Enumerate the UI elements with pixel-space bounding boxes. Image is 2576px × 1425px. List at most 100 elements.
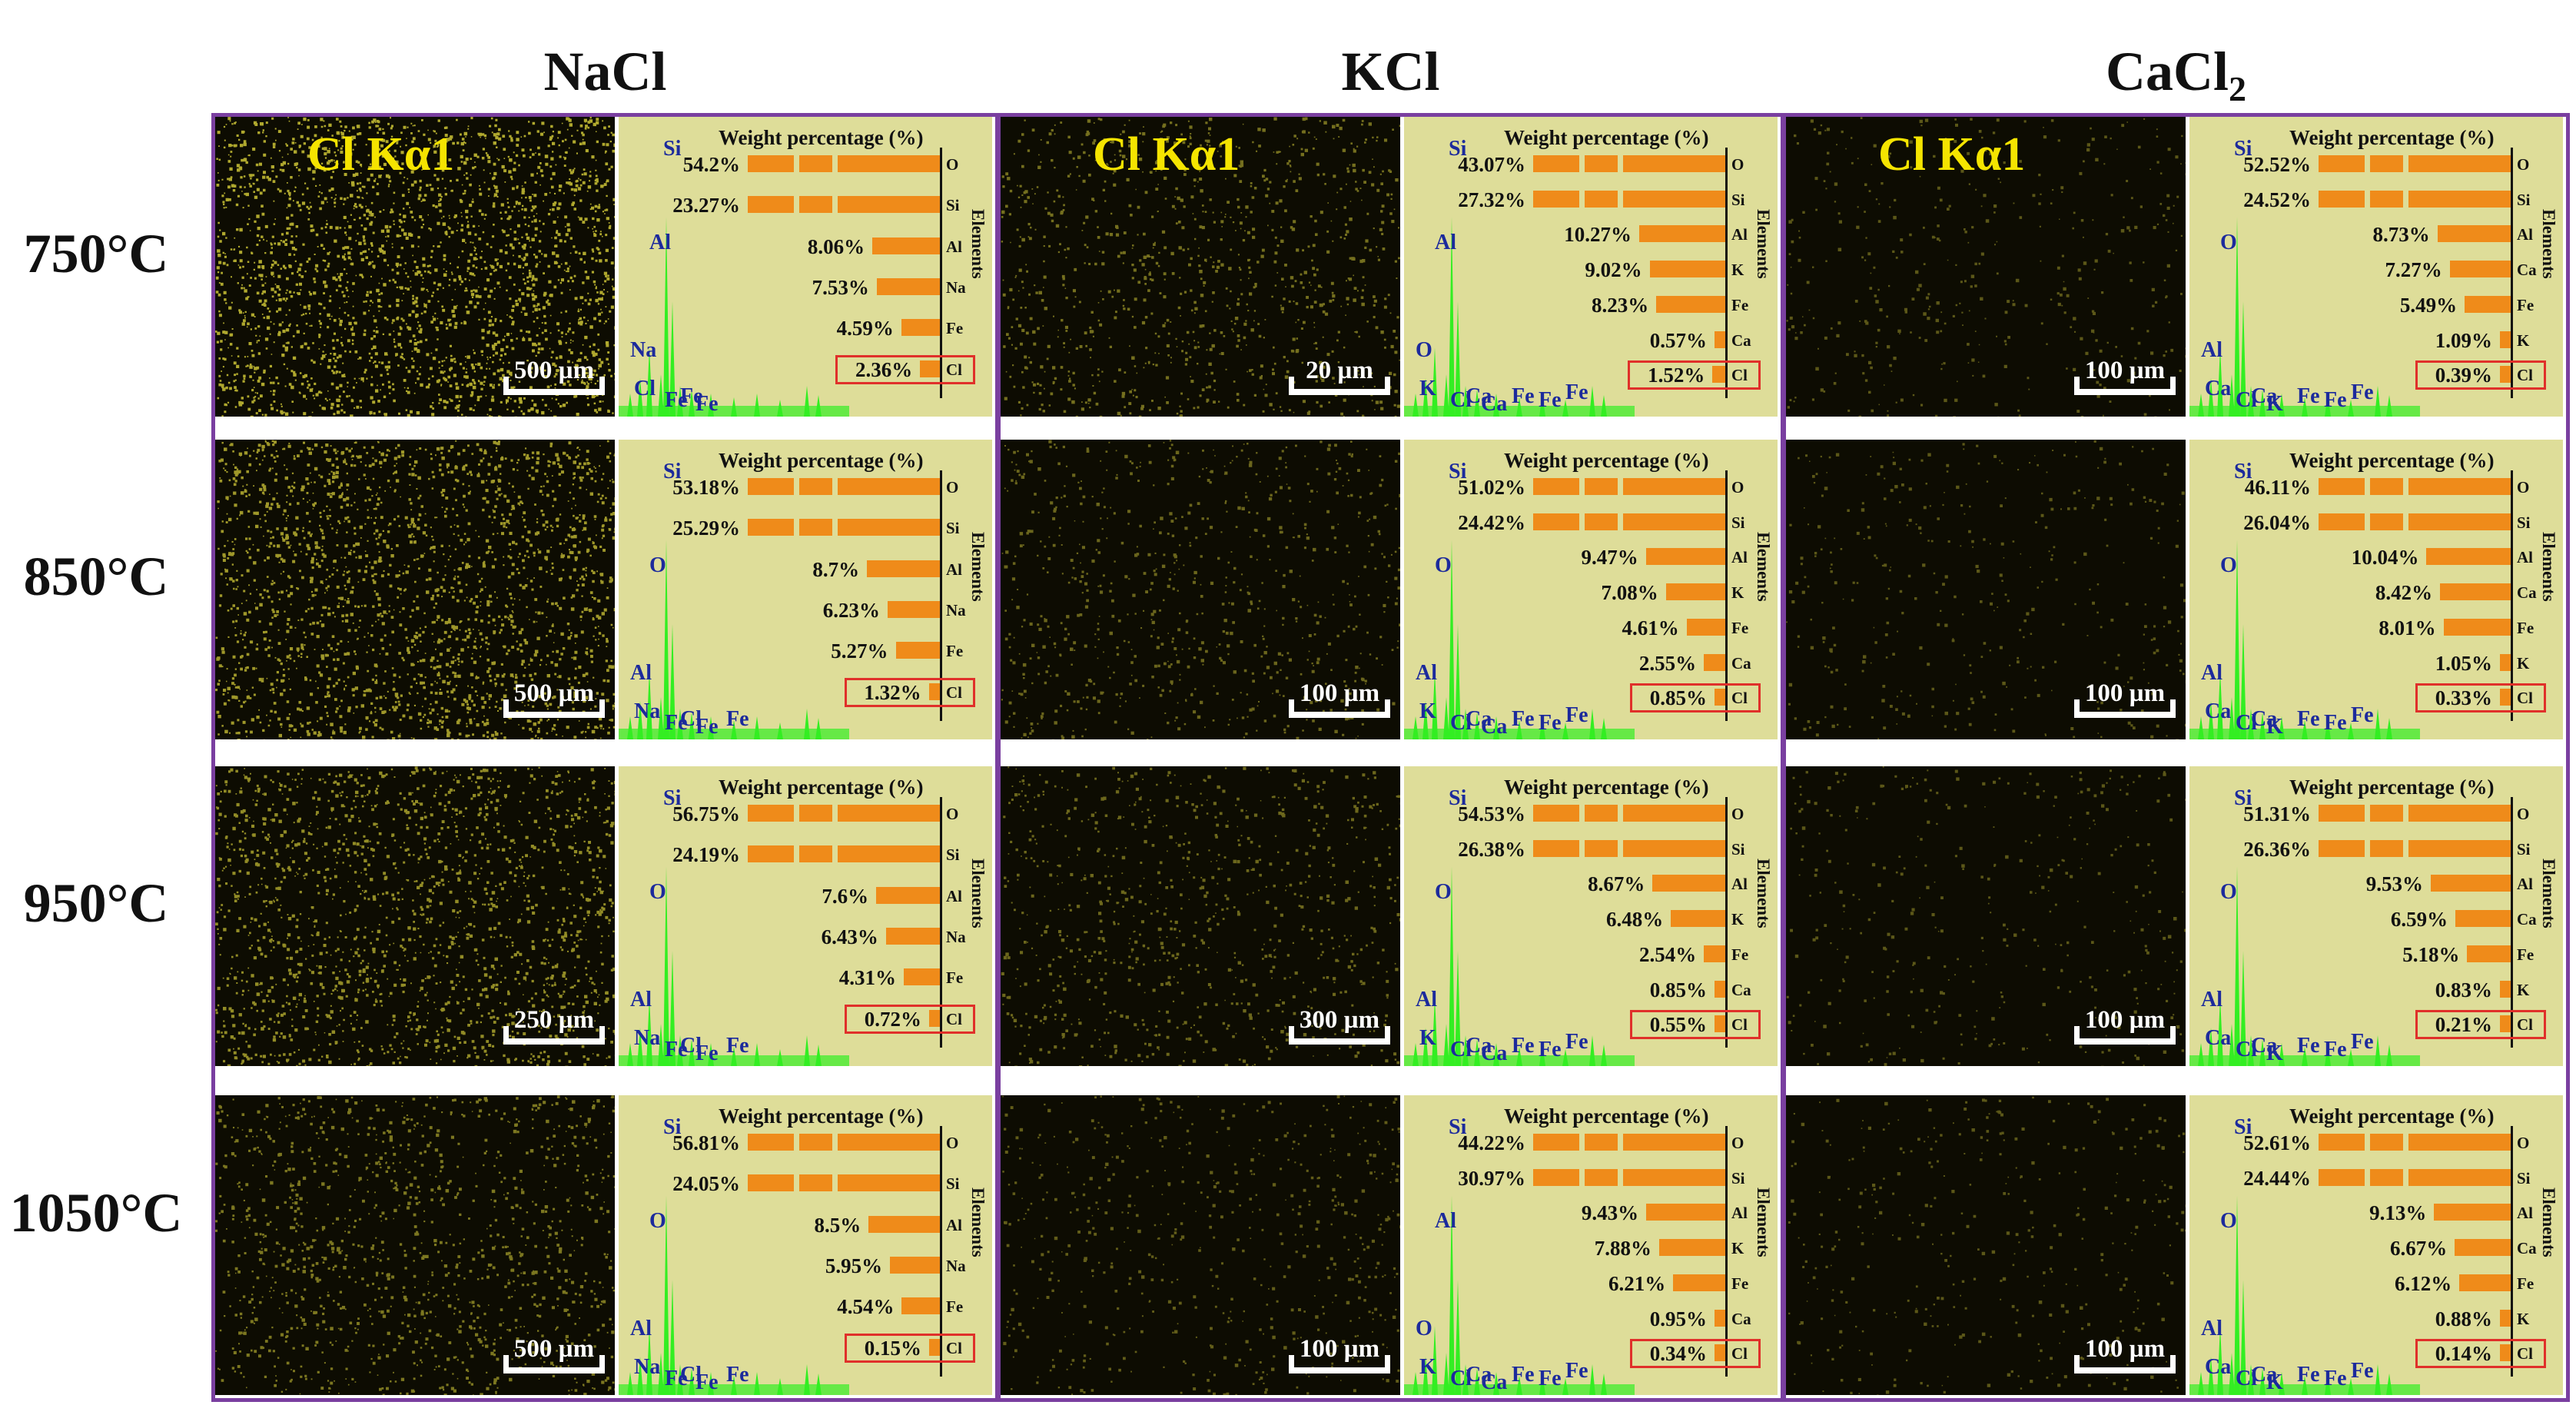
- weight-bar: [2437, 225, 2511, 243]
- peak-label: Si: [2234, 460, 2252, 483]
- peak-label: Si: [2234, 786, 2252, 810]
- axis-break: [1579, 1132, 1585, 1152]
- weight-row: 4.31%: [839, 966, 940, 989]
- eds-panel: Si O Al Na Cl Fe Fe Fe Weight percentage (%) 56.7…: [619, 766, 992, 1066]
- weight-row: 27.32%: [1458, 188, 1725, 211]
- axis-break: [2365, 154, 2370, 174]
- weight-value: 24.05%: [672, 1172, 740, 1196]
- peak-label: Si: [1449, 137, 1467, 161]
- weight-value: 9.13%: [2369, 1201, 2427, 1225]
- axis-break: [2403, 803, 2408, 823]
- weight-row: 9.02%: [1585, 258, 1725, 281]
- peak-label: O: [1416, 1317, 1432, 1340]
- weight-row: 26.04%: [2243, 511, 2511, 534]
- weight-value: 0.85%: [1649, 686, 1707, 710]
- weight-row: 6.67%: [2390, 1237, 2511, 1260]
- element-label: Al: [2517, 548, 2533, 567]
- peak-label: Fe: [665, 711, 688, 735]
- weight-bar: [1715, 980, 1725, 998]
- weight-row: 8.01%: [2378, 616, 2511, 639]
- weight-value: 0.21%: [2435, 1013, 2492, 1037]
- weight-row: 7.6%: [822, 885, 940, 908]
- axis-break: [2365, 188, 2370, 209]
- panel-row3-col0: 500 µm Si O Al Na Cl Fe Fe Fe Weight percentage (…: [215, 1095, 995, 1395]
- element-label: Al: [1731, 875, 1748, 894]
- weight-bar: [1533, 839, 1725, 857]
- axis-break: [1579, 803, 1585, 823]
- weight-bar: [1649, 261, 1725, 278]
- weight-bar: [2440, 583, 2511, 601]
- weight-row: 43.07%: [1458, 153, 1725, 176]
- weight-bar: [903, 968, 940, 986]
- scale-text: 20 µm: [1306, 357, 1373, 384]
- peak-label: Si: [1449, 1115, 1467, 1139]
- peak-label: O: [2220, 1209, 2237, 1233]
- peak-label: Si: [663, 137, 682, 161]
- weight-bar: [1715, 1344, 1725, 1362]
- eds-panel: Si O Al K Ca Cl Ca Fe Fe Fe Weight percentage (%) 5…: [1404, 440, 1778, 739]
- weight-value: 0.55%: [1649, 1013, 1707, 1037]
- weight-value: 0.14%: [2435, 1342, 2492, 1366]
- weight-row: 26.38%: [1458, 838, 1725, 861]
- element-map: 500 µm: [215, 1095, 615, 1395]
- eds-spectrum: [1404, 866, 1635, 1066]
- weight-row: 54.2%: [683, 153, 940, 176]
- axis-break: [2403, 477, 2408, 497]
- element-label: Na: [946, 928, 966, 946]
- element-label: O: [2517, 155, 2530, 174]
- axis-break: [832, 1132, 838, 1152]
- eds-spectrum: [619, 866, 849, 1066]
- weight-bar: [2443, 618, 2511, 636]
- weight-row: 1.05%: [2435, 652, 2511, 675]
- scale-line: [2074, 1355, 2176, 1374]
- weight-value: 0.85%: [1649, 978, 1707, 1001]
- weight-value: 6.48%: [1606, 908, 1664, 932]
- eds-panel: Si Al O K Ca Cl Ca Fe Fe Fe Weight percentage (%) 4…: [1404, 1095, 1778, 1395]
- peak-label: Ca: [1466, 707, 1492, 731]
- weight-row: 1.09%: [2435, 329, 2511, 352]
- peak-label: Si: [663, 1115, 682, 1139]
- weight-value: 8.67%: [1588, 872, 1645, 896]
- axis-break: [1618, 803, 1623, 823]
- peak-label: Fe: [2297, 1034, 2320, 1058]
- weight-value: 6.43%: [821, 925, 878, 948]
- row-header-2: 950°C: [23, 872, 169, 934]
- weight-value: 52.61%: [2243, 1131, 2311, 1154]
- weight-bar: [876, 886, 940, 904]
- weight-bar: [901, 319, 940, 337]
- weight-value: 5.95%: [825, 1254, 883, 1277]
- axis-break: [1618, 511, 1623, 532]
- peak-label: Cl: [2236, 1038, 2257, 1061]
- eds-panel: Si O Al Na Cl Fe Fe Fe Weight percentage (%) 53.1…: [619, 440, 992, 739]
- element-label: Fe: [1731, 945, 1749, 964]
- weight-row: 0.55%: [1650, 1013, 1725, 1036]
- weight-value: 9.47%: [1581, 546, 1638, 570]
- weight-row: 1.52%: [1648, 364, 1725, 387]
- weight-row: 2.54%: [1639, 943, 1725, 966]
- peak-label: Cl: [2236, 711, 2257, 735]
- scale-text: 100 µm: [2084, 357, 2166, 384]
- element-map: 100 µm: [1786, 440, 2186, 739]
- eds-panel: Si O Al K Ca Cl Ca Fe Fe Fe Weight percentage (%) 5…: [1404, 766, 1778, 1066]
- weight-bar: [2455, 1239, 2511, 1257]
- weight-bar: [1533, 805, 1725, 822]
- weight-bar: [890, 1257, 940, 1274]
- peak-label: Ca: [2251, 1034, 2278, 1058]
- peak-label: Si: [2234, 137, 2252, 161]
- weight-value: 4.61%: [1622, 616, 1679, 639]
- peak-label: Fe: [1565, 703, 1588, 727]
- scale-text: 300 µm: [1299, 1006, 1380, 1034]
- peak-label: Ca: [2205, 377, 2232, 400]
- row-header-0: 750°C: [23, 223, 169, 284]
- weight-row: 8.23%: [1592, 294, 1725, 317]
- weight-value: 8.06%: [807, 234, 865, 258]
- weight-row: 10.04%: [2352, 546, 2511, 569]
- weight-bar: [2455, 910, 2511, 928]
- weight-bar: [2449, 261, 2511, 278]
- axis-break: [2365, 838, 2370, 859]
- panel-row1-col0: 500 µm Si O Al Na Cl Fe Fe Fe Weight percentage (…: [215, 440, 995, 739]
- weight-row: 6.59%: [2391, 908, 2511, 931]
- element-label: Al: [946, 560, 962, 579]
- weight-row: 8.42%: [2375, 581, 2511, 604]
- elements-axis-label: Elements: [1754, 1188, 1773, 1257]
